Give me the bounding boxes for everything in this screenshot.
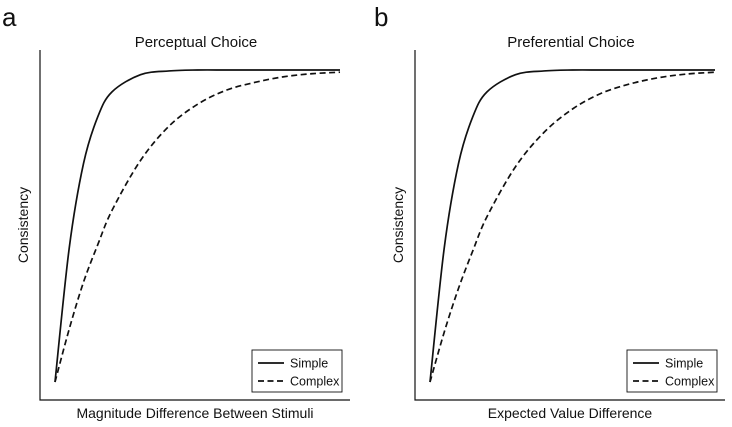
panel-letter: b bbox=[374, 2, 388, 32]
series-line-simple bbox=[54, 69, 340, 383]
panel-letter: a bbox=[2, 2, 17, 32]
legend-box bbox=[626, 349, 718, 393]
y-axis-label: Consistency bbox=[390, 187, 406, 263]
panel-a: a Perceptual Choice Magnitude Difference B… bbox=[2, 2, 350, 421]
series-line-complex bbox=[429, 71, 716, 383]
axes bbox=[39, 50, 350, 401]
x-axis-label: Expected Value Difference bbox=[488, 405, 653, 421]
y-axis-label: Consistency bbox=[15, 187, 31, 263]
legend-label-complex: Complex bbox=[290, 375, 340, 389]
x-axis-label: Magnitude Difference Between Stimuli bbox=[76, 405, 313, 421]
legend: Simple Complex bbox=[626, 349, 718, 393]
legend-label-simple: Simple bbox=[290, 357, 328, 371]
axes bbox=[414, 50, 725, 401]
legend-label-simple: Simple bbox=[665, 357, 703, 371]
legend-label-complex: Complex bbox=[665, 375, 715, 389]
chart-title: Preferential Choice bbox=[507, 34, 635, 51]
chart-title: Perceptual Choice bbox=[135, 34, 258, 51]
panel-b: b Preferential Choice Expected Value Diffe… bbox=[374, 2, 725, 421]
legend: Simple Complex bbox=[251, 349, 343, 393]
series-line-complex bbox=[54, 71, 341, 383]
series-line-simple bbox=[429, 69, 715, 383]
legend-box bbox=[251, 349, 343, 393]
